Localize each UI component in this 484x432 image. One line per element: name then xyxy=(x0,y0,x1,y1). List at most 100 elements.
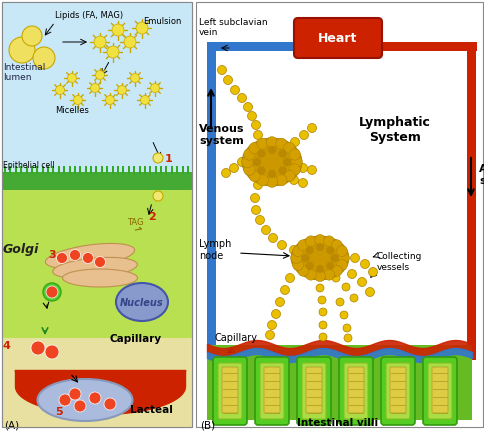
Circle shape xyxy=(289,175,298,184)
Circle shape xyxy=(69,250,80,260)
Circle shape xyxy=(298,163,307,172)
Circle shape xyxy=(243,102,252,111)
Bar xyxy=(111,166,113,174)
Text: 2: 2 xyxy=(148,212,155,222)
Circle shape xyxy=(267,146,275,154)
Circle shape xyxy=(336,245,347,257)
Bar xyxy=(466,330,475,360)
Bar xyxy=(165,166,167,174)
Circle shape xyxy=(217,66,226,74)
Text: Lymph
node: Lymph node xyxy=(198,239,231,261)
Ellipse shape xyxy=(37,379,132,421)
Bar xyxy=(170,166,172,174)
Circle shape xyxy=(223,76,232,85)
Circle shape xyxy=(305,236,316,247)
Bar xyxy=(63,166,65,174)
Circle shape xyxy=(107,46,119,58)
Circle shape xyxy=(43,283,61,301)
Circle shape xyxy=(297,240,308,251)
Text: Heart: Heart xyxy=(318,32,357,44)
Text: Collecting
vessels: Collecting vessels xyxy=(376,252,422,272)
Circle shape xyxy=(152,191,163,201)
Circle shape xyxy=(278,166,286,175)
Circle shape xyxy=(255,216,264,225)
Circle shape xyxy=(140,95,149,105)
Ellipse shape xyxy=(53,257,137,279)
Text: (A): (A) xyxy=(4,420,19,430)
Circle shape xyxy=(297,265,308,276)
FancyBboxPatch shape xyxy=(293,18,381,58)
Circle shape xyxy=(300,250,309,258)
Circle shape xyxy=(69,388,81,400)
Circle shape xyxy=(360,260,369,269)
Circle shape xyxy=(33,47,55,69)
Circle shape xyxy=(290,252,301,264)
FancyBboxPatch shape xyxy=(389,367,405,413)
Circle shape xyxy=(56,252,67,264)
Circle shape xyxy=(292,245,303,257)
Circle shape xyxy=(365,288,374,296)
Circle shape xyxy=(298,178,307,187)
Circle shape xyxy=(243,164,255,175)
Circle shape xyxy=(253,181,262,190)
Circle shape xyxy=(124,36,136,48)
Text: Micelles: Micelles xyxy=(55,106,89,115)
Text: Nucleus: Nucleus xyxy=(120,298,163,308)
Circle shape xyxy=(91,83,99,92)
Circle shape xyxy=(67,73,76,83)
Circle shape xyxy=(301,254,309,262)
Bar xyxy=(181,166,183,174)
Text: Lymphatic
System: Lymphatic System xyxy=(358,116,430,144)
Circle shape xyxy=(307,124,316,133)
Ellipse shape xyxy=(301,244,338,272)
Text: Intestinal
lumen: Intestinal lumen xyxy=(3,63,45,82)
Circle shape xyxy=(335,298,343,306)
Circle shape xyxy=(261,226,270,235)
FancyBboxPatch shape xyxy=(385,363,409,419)
Circle shape xyxy=(289,245,298,254)
FancyBboxPatch shape xyxy=(380,357,414,425)
Bar xyxy=(144,166,146,174)
Bar xyxy=(74,166,76,174)
Circle shape xyxy=(283,143,294,154)
Circle shape xyxy=(89,392,101,404)
Circle shape xyxy=(267,321,276,330)
Circle shape xyxy=(280,286,289,295)
Circle shape xyxy=(279,171,288,180)
Circle shape xyxy=(349,294,357,302)
Circle shape xyxy=(245,150,254,159)
Circle shape xyxy=(305,269,316,280)
Text: Capillary: Capillary xyxy=(110,334,162,344)
Bar xyxy=(26,166,28,174)
Bar xyxy=(154,166,156,174)
Bar xyxy=(466,42,475,332)
Circle shape xyxy=(94,257,106,267)
Circle shape xyxy=(305,246,313,254)
Bar xyxy=(68,166,71,174)
Text: Venous
system: Venous system xyxy=(198,124,244,146)
Circle shape xyxy=(341,283,349,291)
FancyBboxPatch shape xyxy=(343,363,367,419)
Circle shape xyxy=(243,149,255,160)
Circle shape xyxy=(315,265,323,273)
Circle shape xyxy=(342,324,350,332)
Circle shape xyxy=(316,284,323,292)
Circle shape xyxy=(318,333,326,341)
Bar xyxy=(133,166,135,174)
Text: 1: 1 xyxy=(165,154,172,164)
Circle shape xyxy=(331,240,342,251)
Circle shape xyxy=(230,86,239,95)
Circle shape xyxy=(150,83,159,92)
Circle shape xyxy=(74,400,86,412)
Circle shape xyxy=(45,345,59,359)
Circle shape xyxy=(318,296,325,304)
Circle shape xyxy=(130,73,139,83)
FancyBboxPatch shape xyxy=(431,367,447,413)
Text: Capillary: Capillary xyxy=(214,333,257,343)
FancyBboxPatch shape xyxy=(259,363,284,419)
Bar xyxy=(207,42,215,332)
Circle shape xyxy=(347,270,356,279)
Circle shape xyxy=(275,138,287,149)
Circle shape xyxy=(55,86,64,95)
Circle shape xyxy=(22,26,42,46)
